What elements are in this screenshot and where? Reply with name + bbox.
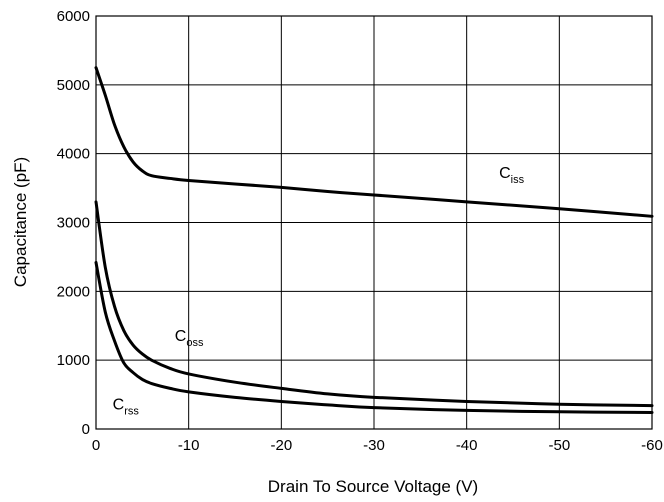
y-tick-label: 5000	[57, 77, 90, 94]
y-tick-labels: 0 1000 2000 3000 4000 5000 6000	[57, 8, 90, 438]
series-label-ciss: Ciss	[499, 165, 525, 186]
series-label-crss: Crss	[113, 397, 140, 418]
x-tick-label: -10	[178, 437, 200, 454]
plot-border	[95, 15, 653, 430]
y-axis-title: Capacitance (pF)	[11, 157, 30, 287]
x-tick-label: -50	[548, 437, 570, 454]
series-curves	[94, 66, 654, 414]
x-tick-label: -30	[363, 437, 385, 454]
y-tick-label: 4000	[57, 146, 90, 163]
plot-frame	[95, 15, 653, 430]
y-tick-label: 1000	[57, 352, 90, 369]
x-tick-label: -20	[270, 437, 292, 454]
y-tick-label: 3000	[57, 215, 90, 232]
x-tick-label: 0	[92, 437, 100, 454]
x-tick-label: -40	[456, 437, 478, 454]
series-labels: Ciss Coss Crss	[113, 165, 525, 418]
x-tick-labels: 0 -10 -20 -30 -40 -50 -60	[92, 437, 663, 454]
series-label-coss: Coss	[175, 328, 204, 349]
y-tick-label: 6000	[57, 8, 90, 25]
grid	[95, 15, 653, 430]
series-line-ciss	[94, 66, 654, 218]
series-line-crss	[94, 260, 654, 414]
y-tick-label: 2000	[57, 283, 90, 300]
y-tick-label: 0	[82, 421, 90, 438]
x-tick-label: -60	[641, 437, 663, 454]
series-line-coss	[94, 200, 654, 408]
x-axis-title: Drain To Source Voltage (V)	[268, 477, 478, 496]
